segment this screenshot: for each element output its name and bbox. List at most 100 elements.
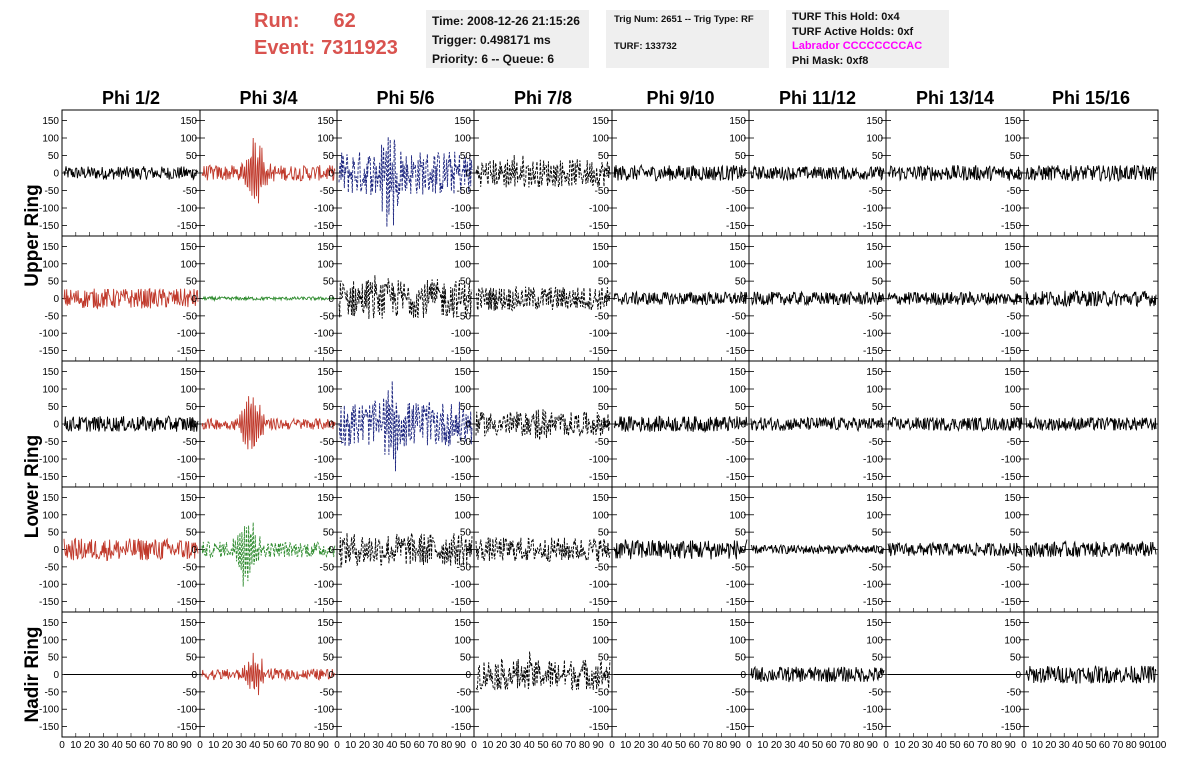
y-tick-label: 100 <box>42 385 59 396</box>
x-tick-label: 70 <box>565 740 577 751</box>
x-tick-label: 60 <box>1099 740 1111 751</box>
x-tick-label: 80 <box>579 740 591 751</box>
y-tick-label: -100 <box>1001 204 1021 215</box>
row-group-label: Lower Ring <box>22 435 43 538</box>
y-tick-label: 0 <box>465 545 471 556</box>
waveform-panel <box>1023 486 1159 613</box>
y-tick-label: -150 <box>177 221 197 232</box>
y-tick-label: -100 <box>726 204 746 215</box>
y-tick-label: 100 <box>42 510 59 521</box>
x-tick-label: 60 <box>826 740 838 751</box>
y-tick-label: -150 <box>726 346 746 357</box>
y-tick-label: -100 <box>314 705 334 716</box>
y-tick-label: 0 <box>328 294 334 305</box>
waveform-trace <box>750 543 885 555</box>
x-tick-label: 80 <box>167 740 179 751</box>
panel-frame <box>61 360 201 488</box>
y-tick-label: 0 <box>1015 294 1021 305</box>
y-tick-label: -50 <box>595 687 610 698</box>
y-tick-label: 150 <box>454 367 471 378</box>
waveform-trace <box>63 415 199 432</box>
row-group-label: Upper Ring <box>22 184 43 286</box>
x-tick-label: 0 <box>746 740 752 751</box>
y-tick-label: 50 <box>48 653 60 664</box>
y-tick-label: -150 <box>39 346 59 357</box>
y-tick-label: 50 <box>323 402 335 413</box>
y-tick-label: -100 <box>314 204 334 215</box>
y-tick-label: 50 <box>872 402 884 413</box>
waveform-panel <box>748 486 887 613</box>
y-tick-label: -50 <box>1007 311 1022 322</box>
x-tick-label: 10 <box>757 740 769 751</box>
x-tick-label: 10 <box>620 740 632 751</box>
y-tick-label: 50 <box>48 528 60 539</box>
waveform-trace <box>613 415 748 434</box>
waveform-trace <box>201 295 336 302</box>
x-tick-label: 70 <box>427 740 439 751</box>
y-tick-label: 50 <box>48 277 60 288</box>
y-tick-label: 50 <box>598 151 610 162</box>
waveform-panel <box>1023 235 1159 362</box>
y-tick-label: 50 <box>735 528 747 539</box>
y-tick-label: -50 <box>320 311 335 322</box>
y-tick-label: -150 <box>863 597 883 608</box>
row-group-label: Nadir Ring <box>22 626 43 722</box>
x-tick-label: 30 <box>785 740 797 751</box>
column-header: Phi 15/16 <box>1052 88 1130 108</box>
x-tick-label: 70 <box>977 740 989 751</box>
time-text: Time: 2008-12-26 21:15:26 <box>432 14 580 28</box>
y-tick-label: 50 <box>735 653 747 664</box>
x-tick-label: 50 <box>1085 740 1097 751</box>
y-tick-label: -50 <box>732 186 747 197</box>
y-tick-label: -50 <box>869 186 884 197</box>
y-tick-label: 150 <box>866 367 883 378</box>
y-tick-label: 0 <box>1015 169 1021 180</box>
y-tick-label: 0 <box>53 169 59 180</box>
y-tick-label: -150 <box>177 346 197 357</box>
y-tick-label: 50 <box>323 653 335 664</box>
waveform-panel <box>1023 360 1159 488</box>
waveform-trace <box>613 290 748 306</box>
y-tick-label: 0 <box>191 294 197 305</box>
waveform-trace <box>1025 540 1157 558</box>
y-tick-label: -100 <box>589 204 609 215</box>
y-tick-label: -100 <box>863 705 883 716</box>
y-tick-label: -150 <box>451 472 471 483</box>
run-value: 62 <box>333 10 356 32</box>
x-tick-label: 70 <box>153 740 165 751</box>
y-tick-label: -150 <box>1001 346 1021 357</box>
waveform-panel <box>199 109 338 237</box>
x-tick-label: 30 <box>922 740 934 751</box>
y-tick-label: 0 <box>53 670 59 681</box>
y-tick-label: 150 <box>1004 242 1021 253</box>
x-tick-label: 50 <box>812 740 824 751</box>
column-header: Phi 9/10 <box>646 88 714 108</box>
y-tick-label: 100 <box>454 259 471 270</box>
y-tick-label: 50 <box>460 528 472 539</box>
x-tick-label: 30 <box>98 740 110 751</box>
y-tick-label: 150 <box>1004 618 1021 629</box>
y-tick-label: -100 <box>451 455 471 466</box>
y-tick-label: -50 <box>320 687 335 698</box>
y-tick-label: 100 <box>866 385 883 396</box>
x-tick-label: 30 <box>648 740 660 751</box>
waveform-trace <box>201 652 336 696</box>
column-header: Phi 11/12 <box>779 88 856 108</box>
y-tick-label: 0 <box>603 420 609 431</box>
x-tick-label: 10 <box>894 740 906 751</box>
y-tick-label: 50 <box>48 402 60 413</box>
y-tick-label: 100 <box>1004 385 1021 396</box>
y-tick-label: -150 <box>726 722 746 733</box>
waveform-trace <box>475 536 611 562</box>
y-tick-label: 150 <box>729 367 746 378</box>
y-tick-label: 0 <box>877 294 883 305</box>
y-tick-label: 100 <box>454 134 471 145</box>
x-tick-label: 20 <box>496 740 508 751</box>
y-tick-label: -100 <box>451 580 471 591</box>
x-tick-label: 60 <box>689 740 701 751</box>
y-tick-label: -150 <box>726 597 746 608</box>
y-tick-label: 100 <box>729 510 746 521</box>
waveform-trace <box>750 665 885 683</box>
x-tick-label: 90 <box>1005 740 1017 751</box>
